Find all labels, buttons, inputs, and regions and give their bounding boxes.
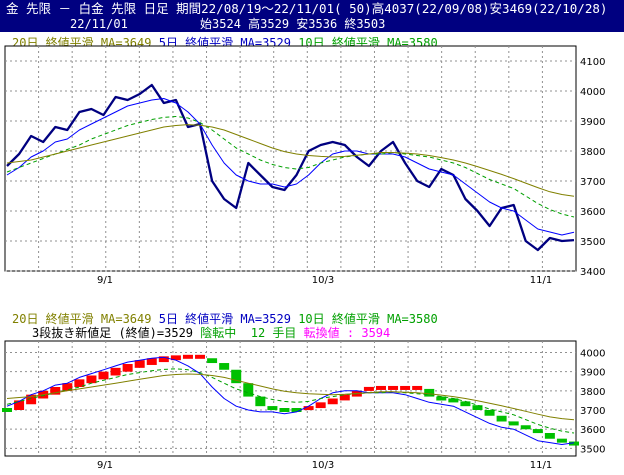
renko-brick-4 <box>50 387 61 395</box>
renko-label: 3段抜き新値足 (終値)=3529 <box>32 326 194 340</box>
ohlc-values: 始3524 高3529 安3536 終3503 <box>200 17 386 31</box>
renko-brick-30 <box>363 386 374 391</box>
renko-brick-24 <box>291 408 302 412</box>
renko-brick-18 <box>219 363 230 370</box>
x-tick-1-1: 10/3 <box>312 460 334 471</box>
renko-brick-28 <box>339 394 350 401</box>
renko-brick-0 <box>2 408 12 412</box>
renko-brick-15 <box>182 354 193 359</box>
y-tick-1-5: 4000 <box>580 349 605 360</box>
renko-brick-9 <box>110 367 121 376</box>
renko-brick-7 <box>86 375 97 384</box>
renko-brick-16 <box>195 354 206 359</box>
renko-brick-46 <box>556 438 567 443</box>
x-tick-0-1: 10/3 <box>312 275 334 286</box>
renko-brick-31 <box>375 385 386 390</box>
x-tick-1-0: 9/1 <box>97 460 113 471</box>
lower-series-line-2 <box>6 373 575 421</box>
renko-brick-37 <box>448 398 459 403</box>
renko-brick-13 <box>158 356 169 363</box>
renko-brick-26 <box>315 402 326 409</box>
y-tick-0-6: 4000 <box>580 87 605 98</box>
renko-brick-40 <box>484 410 495 416</box>
renko-brick-12 <box>146 358 157 365</box>
legend-ma10-lower: 10日 終値平滑 MA=3580 <box>298 312 438 326</box>
renko-brick-25 <box>303 406 314 411</box>
renko-brick-44 <box>532 429 543 434</box>
y-tick-0-1: 3500 <box>580 237 605 248</box>
series-line-0 <box>6 83 575 252</box>
x-tick-0-0: 9/1 <box>97 275 113 286</box>
renko-brick-1 <box>14 400 25 410</box>
series-line-2 <box>6 116 575 218</box>
renko-brick-17 <box>207 358 218 364</box>
plot-frame-0 <box>4 45 577 272</box>
renko-brick-8 <box>98 371 109 380</box>
renko-brick-38 <box>460 401 471 407</box>
renko-trend: 陰転中 <box>200 326 237 340</box>
renko-brick-41 <box>496 415 507 422</box>
renko-reversal-value: 3594 <box>361 326 391 340</box>
legend-ma5-lower: 5日 終値平滑 MA=3529 <box>158 312 291 326</box>
lower-series-line-1 <box>6 368 575 434</box>
chart-title: 金 先限 － 白金 先限 日足 期間22/08/19～22/11/01( 50)… <box>0 0 624 17</box>
renko-brick-2 <box>26 394 37 405</box>
renko-brick-11 <box>134 360 145 368</box>
renko-brick-33 <box>400 385 411 390</box>
x-tick-0-2: 11/1 <box>530 275 552 286</box>
plot-frame-1 <box>4 340 577 457</box>
y-tick-1-4: 3900 <box>580 368 605 379</box>
renko-brick-5 <box>62 383 73 391</box>
renko-status: 3段抜き新値足 (終値)=3529 陰転中 12 手目 転換値 : 3594 <box>32 326 390 340</box>
y-tick-1-2: 3700 <box>580 406 605 417</box>
renko-brick-47 <box>569 441 579 446</box>
renko-brick-14 <box>170 355 181 361</box>
y-tick-1-1: 3600 <box>580 425 605 436</box>
renko-brick-19 <box>231 369 242 384</box>
renko-reversal-label: 転換値 : <box>303 326 355 340</box>
series-line-3 <box>6 124 575 197</box>
current-date: 22/11/01 <box>70 17 128 31</box>
series-line-1 <box>6 98 575 236</box>
ohlc-summary: 22/11/01 始3524 高3529 安3536 終3503 <box>0 17 624 32</box>
renko-brick-43 <box>520 425 531 430</box>
renko-brick-23 <box>279 408 290 412</box>
renko-brick-34 <box>412 385 423 390</box>
lower-legend: 20日 終値平滑 MA=3649 5日 終値平滑 MA=3529 10日 終値平… <box>12 312 438 326</box>
renko-brick-35 <box>424 388 435 397</box>
renko-brick-36 <box>436 396 447 401</box>
renko-brick-42 <box>508 421 519 426</box>
renko-brick-27 <box>327 398 338 405</box>
y-tick-0-3: 3700 <box>580 177 605 188</box>
renko-brick-32 <box>388 385 399 390</box>
legend-ma20-lower: 20日 終値平滑 MA=3649 <box>12 312 152 326</box>
y-tick-0-2: 3600 <box>580 207 605 218</box>
y-tick-0-4: 3800 <box>580 147 605 158</box>
x-tick-1-2: 11/1 <box>530 460 552 471</box>
renko-count: 12 手目 <box>250 326 297 340</box>
y-tick-1-0: 3500 <box>580 444 605 455</box>
renko-brick-22 <box>267 406 278 411</box>
y-tick-1-3: 3800 <box>580 387 605 398</box>
renko-brick-20 <box>243 383 254 397</box>
renko-brick-39 <box>472 405 483 410</box>
renko-brick-45 <box>544 433 555 439</box>
lower-series-line-0 <box>6 356 575 445</box>
renko-brick-10 <box>122 364 133 372</box>
y-tick-0-0: 3400 <box>580 267 605 278</box>
y-tick-0-7: 4100 <box>580 57 605 68</box>
renko-brick-6 <box>74 379 85 387</box>
renko-brick-21 <box>255 396 266 407</box>
y-tick-0-5: 3900 <box>580 117 605 128</box>
